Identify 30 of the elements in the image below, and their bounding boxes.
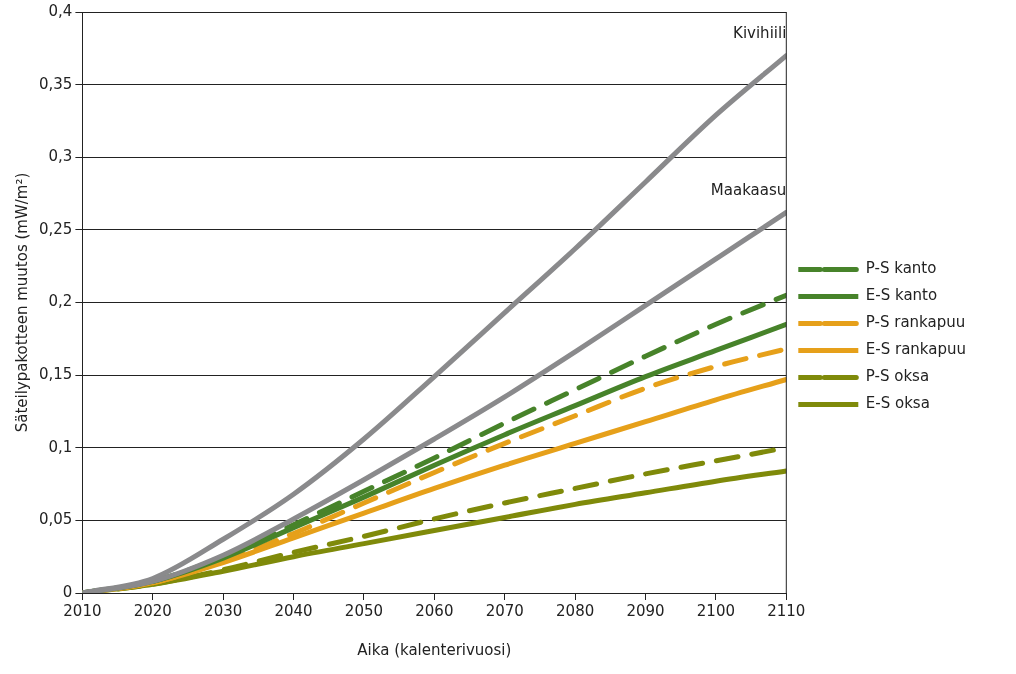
y-tick-label: 0,15: [38, 365, 73, 384]
y-tick-label: 0,35: [38, 74, 73, 93]
legend-label: P-S kanto: [865, 259, 937, 278]
x-tick-label: 2110: [767, 601, 806, 620]
y-tick-label: 0,2: [48, 292, 73, 311]
x-tick-label: 2070: [485, 601, 524, 620]
x-tick-label: 2050: [344, 601, 384, 620]
legend-label: E-S oksa: [865, 394, 930, 413]
x-tick-label: 2040: [274, 601, 313, 620]
legend-label: P-S oksa: [865, 367, 930, 386]
legend-label: E-S rankapuu: [865, 340, 967, 359]
y-tick-label: 0,1: [48, 437, 73, 456]
x-tick-label: 2060: [415, 601, 454, 620]
x-tick-label: 2030: [204, 601, 243, 620]
y-axis-title: Säteilypakotteen muutos (mW/m²): [12, 172, 31, 433]
annotation: Maakaasu: [710, 180, 787, 199]
legend-label: P-S rankapuu: [865, 313, 966, 332]
x-tick-label: 2100: [696, 601, 736, 620]
x-tick-label: 2090: [626, 601, 665, 620]
y-tick-label: 0,3: [48, 147, 73, 166]
annotation: Kivihiili: [733, 23, 787, 42]
y-tick-label: 0,25: [38, 219, 73, 238]
x-axis-title: Aika (kalenterivuosi): [357, 640, 512, 659]
legend-label: E-S kanto: [865, 286, 938, 305]
y-tick-label: 0: [62, 582, 73, 601]
x-tick-label: 2010: [63, 601, 102, 620]
x-tick-label: 2080: [556, 601, 595, 620]
x-tick-label: 2020: [133, 601, 172, 620]
y-tick-label: 0,05: [38, 510, 73, 529]
y-tick-label: 0,4: [48, 1, 73, 20]
